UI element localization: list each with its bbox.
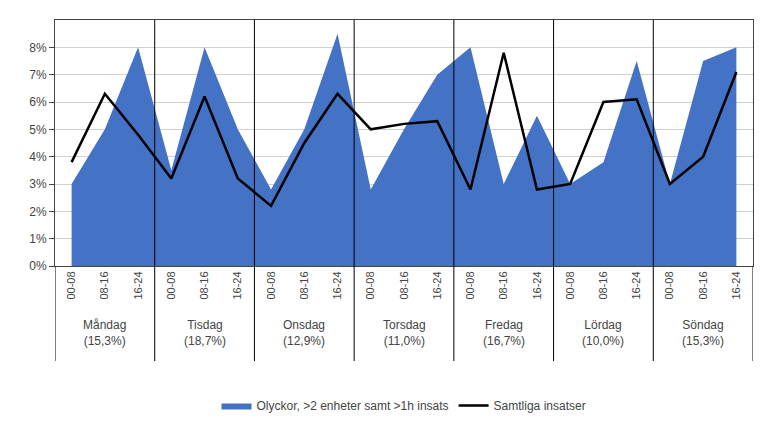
svg-text:Söndag(15,3%): Söndag(15,3%) xyxy=(682,318,724,348)
svg-text:Onsdag(12,9%): Onsdag(12,9%) xyxy=(283,318,325,348)
svg-text:16-24: 16-24 xyxy=(331,271,343,299)
svg-text:Lördag(10,0%): Lördag(10,0%) xyxy=(582,318,624,348)
svg-text:16-24: 16-24 xyxy=(630,271,642,299)
svg-text:7%: 7% xyxy=(29,68,47,82)
svg-text:00-08: 00-08 xyxy=(265,271,277,299)
svg-text:2%: 2% xyxy=(29,205,47,219)
svg-text:08-16: 08-16 xyxy=(697,271,709,299)
svg-text:6%: 6% xyxy=(29,95,47,109)
svg-text:08-16: 08-16 xyxy=(497,271,509,299)
svg-text:5%: 5% xyxy=(29,123,47,137)
svg-text:00-08: 00-08 xyxy=(663,271,675,299)
svg-text:08-16: 08-16 xyxy=(98,271,110,299)
svg-text:16-24: 16-24 xyxy=(132,271,144,299)
svg-text:08-16: 08-16 xyxy=(198,271,210,299)
svg-text:Fredag(16,7%): Fredag(16,7%) xyxy=(483,318,525,348)
svg-text:Samtliga insatser: Samtliga insatser xyxy=(494,399,586,413)
svg-text:16-24: 16-24 xyxy=(431,271,443,299)
svg-text:0%: 0% xyxy=(29,259,47,273)
svg-text:08-16: 08-16 xyxy=(597,271,609,299)
svg-text:16-24: 16-24 xyxy=(231,271,243,299)
svg-text:16-24: 16-24 xyxy=(730,271,742,299)
svg-text:8%: 8% xyxy=(29,41,47,55)
svg-text:16-24: 16-24 xyxy=(531,271,543,299)
svg-text:00-08: 00-08 xyxy=(464,271,476,299)
svg-text:Måndag(15,3%): Måndag(15,3%) xyxy=(83,318,126,348)
svg-text:1%: 1% xyxy=(29,232,47,246)
svg-text:00-08: 00-08 xyxy=(65,271,77,299)
svg-text:Tisdag(18,7%): Tisdag(18,7%) xyxy=(184,318,226,348)
svg-text:08-16: 08-16 xyxy=(398,271,410,299)
svg-text:Torsdag(11,0%): Torsdag(11,0%) xyxy=(383,318,426,348)
svg-text:3%: 3% xyxy=(29,177,47,191)
svg-text:4%: 4% xyxy=(29,150,47,164)
svg-text:00-08: 00-08 xyxy=(564,271,576,299)
svg-text:00-08: 00-08 xyxy=(165,271,177,299)
svg-text:08-16: 08-16 xyxy=(298,271,310,299)
svg-text:Olyckor, >2 enheter samt >1h i: Olyckor, >2 enheter samt >1h insats xyxy=(257,399,449,413)
svg-text:00-08: 00-08 xyxy=(364,271,376,299)
